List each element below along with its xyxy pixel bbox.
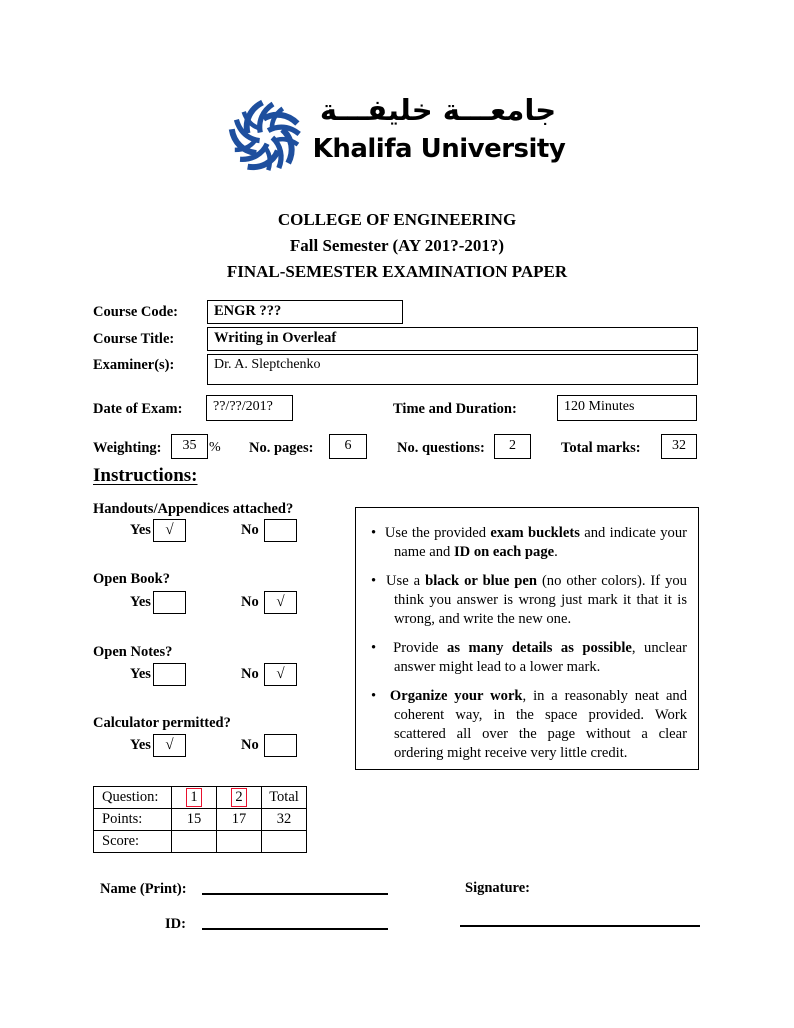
rule-exam-booklets: Use the provided exam bucklets and indic… — [368, 524, 687, 562]
rule-details: Provide as many details as possible, unc… — [368, 639, 687, 677]
calculator-no-label: No — [241, 737, 259, 753]
examiners-value: Dr. A. Sleptchenko — [214, 357, 321, 372]
check-mark-icon: √ — [276, 666, 285, 682]
points-q2: 17 — [216, 808, 262, 831]
exam-rules-list: Use the provided exam bucklets and indic… — [368, 524, 687, 763]
open-notes-yes-checkbox — [153, 663, 186, 686]
num-questions-label: No. questions: — [397, 440, 485, 456]
open-book-yes-label: Yes — [130, 594, 151, 610]
points-q1: 15 — [171, 808, 217, 831]
open-book-no-label: No — [241, 594, 259, 610]
course-code-field: ENGR ??? — [207, 300, 403, 324]
calculator-yes-checkbox: √ — [153, 734, 186, 757]
logo-english-wordmark: Khalifa University — [312, 134, 566, 164]
calculator-no-checkbox — [264, 734, 297, 757]
open-notes-no-checkbox: √ — [264, 663, 297, 686]
weighting-value: 35 — [182, 438, 197, 453]
exam-paper-title: FINAL-SEMESTER EXAMINATION PAPER — [226, 262, 568, 281]
num-pages-label: No. pages: — [249, 440, 314, 456]
logo-arabic-wordmark: جامعـــة خليفـــة — [319, 93, 557, 127]
course-title-value: Writing in Overleaf — [214, 330, 337, 346]
course-code-value: ENGR ??? — [214, 303, 282, 319]
score-total — [261, 830, 307, 853]
examiners-field: Dr. A. Sleptchenko — [207, 354, 698, 385]
score-table: Question: 1 2 Total Points: 15 17 32 Sco… — [93, 786, 307, 853]
handouts-no-label: No — [241, 522, 259, 538]
points-row-header: Points: — [93, 808, 172, 831]
name-print-label: Name (Print): — [100, 881, 187, 897]
open-notes-no-label: No — [241, 666, 259, 682]
open-book-yes-checkbox — [153, 591, 186, 614]
date-of-exam-field: ??/??/201? — [206, 395, 293, 421]
total-marks-label: Total marks: — [561, 440, 641, 456]
khalifa-university-logo-icon — [228, 92, 303, 182]
course-title-label: Course Title: — [93, 331, 175, 347]
instructions-heading: Instructions: — [93, 465, 198, 486]
question-2-link[interactable]: 2 — [231, 788, 247, 807]
score-q2 — [216, 830, 262, 853]
total-column-header: Total — [261, 786, 307, 809]
handouts-yes-checkbox: √ — [153, 519, 186, 542]
num-pages-value: 6 — [344, 438, 352, 453]
college-title: COLLEGE OF ENGINEERING — [277, 210, 517, 229]
handouts-question-label: Handouts/Appendices attached? — [93, 501, 294, 517]
check-mark-icon: √ — [276, 594, 285, 610]
signature-label: Signature: — [465, 880, 530, 896]
name-blank-line — [202, 893, 388, 895]
check-mark-icon: √ — [165, 522, 174, 538]
table-row: Score: — [93, 830, 307, 853]
open-book-no-checkbox: √ — [264, 591, 297, 614]
id-blank-line — [202, 928, 388, 930]
course-code-label: Course Code: — [93, 304, 178, 320]
table-row: Points: 15 17 32 — [93, 808, 307, 831]
score-q1 — [171, 830, 217, 853]
num-questions-field: 2 — [494, 434, 531, 459]
num-questions-value: 2 — [509, 438, 516, 453]
handouts-yes-label: Yes — [130, 522, 151, 538]
rule-pen-color: Use a black or blue pen (no other colors… — [368, 572, 687, 629]
rule-organize-work: Organize your work, in a reasonably neat… — [368, 687, 687, 763]
examiners-label: Examiner(s): — [93, 357, 175, 373]
open-notes-question-label: Open Notes? — [93, 644, 173, 660]
signature-blank-line — [460, 925, 700, 927]
open-book-question-label: Open Book? — [93, 571, 170, 587]
total-marks-field: 32 — [661, 434, 697, 459]
date-of-exam-value: ??/??/201? — [213, 399, 273, 414]
time-duration-label: Time and Duration: — [393, 401, 517, 417]
handouts-no-checkbox — [264, 519, 297, 542]
calculator-question-label: Calculator permitted? — [93, 715, 231, 731]
num-pages-field: 6 — [329, 434, 367, 459]
question-row-header: Question: — [93, 786, 172, 809]
exam-rules-panel: Use the provided exam bucklets and indic… — [355, 507, 699, 770]
course-title-field: Writing in Overleaf — [207, 327, 698, 351]
calculator-yes-label: Yes — [130, 737, 151, 753]
points-total: 32 — [261, 808, 307, 831]
table-row: Question: 1 2 Total — [93, 786, 307, 809]
id-label: ID: — [165, 916, 186, 932]
check-mark-icon: √ — [165, 737, 174, 753]
weighting-field: 35 — [171, 434, 208, 459]
date-of-exam-label: Date of Exam: — [93, 401, 183, 417]
open-notes-yes-label: Yes — [130, 666, 151, 682]
percent-sign: % — [209, 440, 221, 455]
question-1-link[interactable]: 1 — [186, 788, 202, 807]
weighting-label: Weighting: — [93, 440, 162, 456]
semester-title: Fall Semester (AY 201?-201?) — [289, 236, 505, 255]
time-duration-value: 120 Minutes — [564, 399, 635, 414]
time-duration-field: 120 Minutes — [557, 395, 697, 421]
total-marks-value: 32 — [672, 438, 686, 453]
score-row-header: Score: — [93, 830, 172, 853]
